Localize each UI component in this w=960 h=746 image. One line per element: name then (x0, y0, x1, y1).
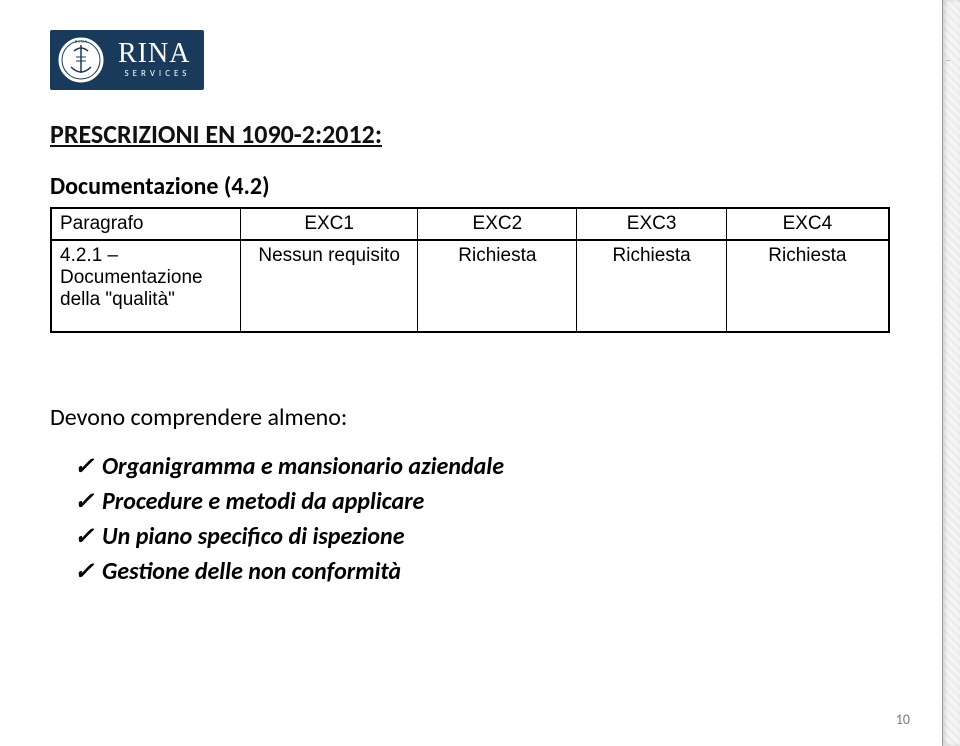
list-item: ✓ Gestione delle non conformità (74, 557, 910, 586)
logo-subline: SERVICES (118, 68, 190, 81)
svg-text:R I N A: R I N A (75, 39, 88, 44)
table-header-cell: EXC1 (241, 209, 418, 239)
body-text: Devono comprendere almeno: (50, 403, 910, 432)
list-item-text: Organigramma e mansionario aziendale (102, 452, 504, 481)
check-icon: ✓ (74, 452, 102, 481)
table-cell: Richiesta (727, 241, 888, 331)
page-edge-decoration (942, 0, 960, 746)
bullet-list: ✓ Organigramma e mansionario aziendale ✓… (50, 452, 910, 586)
table-header-cell: EXC3 (577, 209, 726, 239)
logo-text: RINA SERVICES (112, 30, 204, 90)
logo-seal-icon: R I N A (50, 30, 112, 90)
list-item-text: Procedure e metodi da applicare (102, 487, 424, 516)
table-cell: Richiesta (418, 241, 577, 331)
list-item-text: Gestione delle non conformità (102, 557, 401, 586)
brand-logo: R I N A RINA SERVICES (50, 30, 910, 90)
page-title: PRESCRIZIONI EN 1090-2:2012: (50, 118, 910, 150)
section-subtitle: Documentazione (4.2) (50, 172, 910, 201)
list-item: ✓ Un piano specifico di ispezione (74, 522, 910, 551)
table-cell: 4.2.1 – Documentazione della "qualità" (52, 241, 241, 331)
check-icon: ✓ (74, 522, 102, 551)
list-item: ✓ Organigramma e mansionario aziendale (74, 452, 910, 481)
page-number: 10 (896, 711, 910, 728)
check-icon: ✓ (74, 557, 102, 586)
logo-bar: R I N A RINA SERVICES (50, 30, 204, 90)
logo-brand: RINA (118, 40, 190, 68)
list-item-text: Un piano specifico di ispezione (102, 522, 405, 551)
table-row: 4.2.1 – Documentazione della "qualità" N… (52, 241, 888, 331)
table-header-cell: EXC4 (727, 209, 888, 239)
table-cell: Richiesta (577, 241, 726, 331)
check-icon: ✓ (74, 487, 102, 516)
prescriptions-table: Paragrafo EXC1 EXC2 EXC3 EXC4 4.2.1 – Do… (50, 207, 890, 333)
table-header-cell: EXC2 (418, 209, 577, 239)
table-header-cell: Paragrafo (52, 209, 241, 239)
list-item: ✓ Procedure e metodi da applicare (74, 487, 910, 516)
table-cell: Nessun requisito (241, 241, 418, 331)
table-header-row: Paragrafo EXC1 EXC2 EXC3 EXC4 (52, 209, 888, 241)
